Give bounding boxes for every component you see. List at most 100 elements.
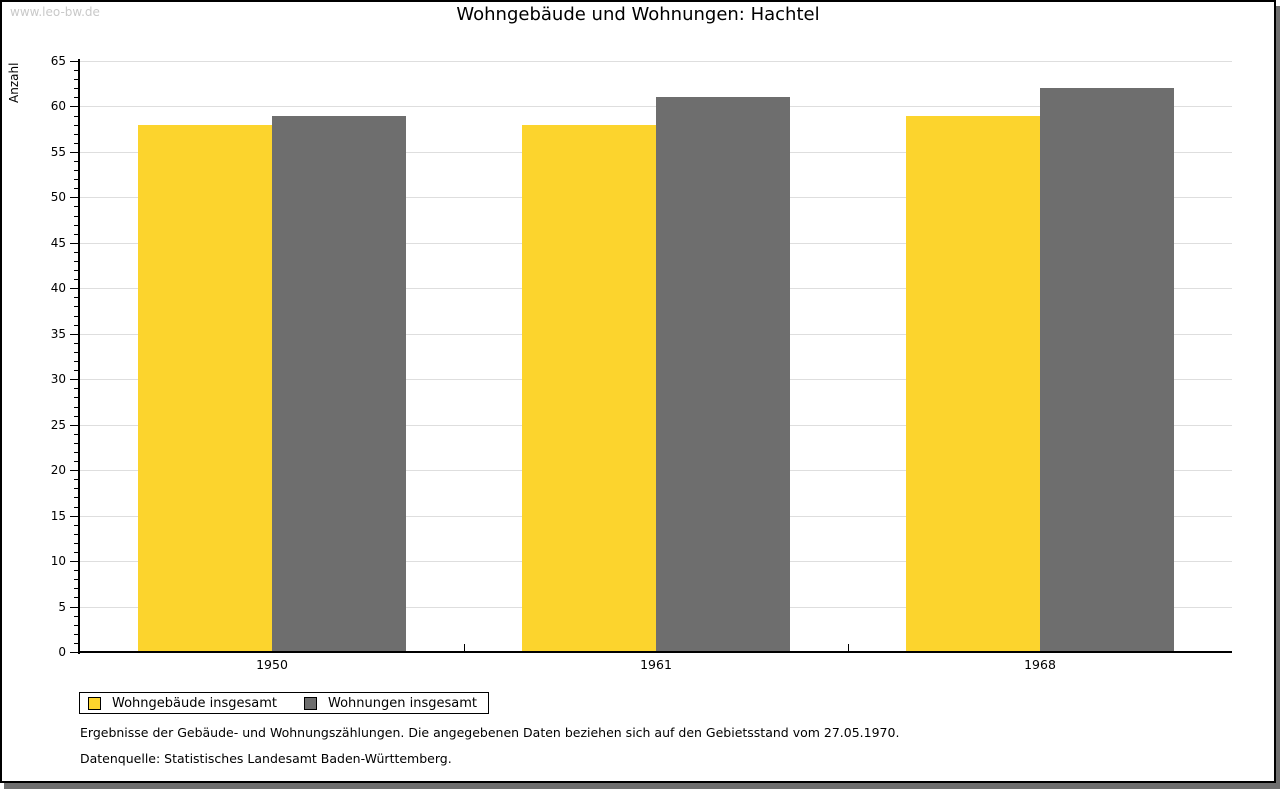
y-major-tick — [70, 516, 79, 517]
y-minor-tick — [74, 388, 79, 389]
y-tick-label: 30 — [50, 372, 66, 386]
y-minor-tick — [74, 416, 79, 417]
y-minor-tick — [74, 270, 79, 271]
legend-swatch-gray — [304, 696, 317, 710]
y-tick-label: 0 — [58, 645, 66, 659]
y-minor-tick — [74, 316, 79, 317]
y-minor-tick — [74, 306, 79, 307]
y-minor-tick — [74, 552, 79, 553]
y-tick-label: 20 — [50, 463, 66, 477]
y-minor-tick — [74, 170, 79, 171]
y-minor-tick — [74, 579, 79, 580]
gridline — [80, 61, 1232, 62]
y-minor-tick — [74, 143, 79, 144]
legend-label: Wohngebäude insgesamt — [112, 695, 277, 711]
y-minor-tick — [74, 443, 79, 444]
bar-wohnungen-1968 — [1040, 88, 1174, 651]
legend-swatch-yellow — [88, 696, 101, 710]
x-tick — [464, 644, 465, 651]
y-minor-tick — [74, 179, 79, 180]
y-major-tick — [70, 334, 79, 335]
y-minor-tick — [74, 234, 79, 235]
bar-wohnungen-1961 — [656, 97, 790, 651]
y-tick-label: 50 — [50, 190, 66, 204]
footnote-source-note: Ergebnisse der Gebäude- und Wohnungszähl… — [80, 725, 900, 740]
y-minor-tick — [74, 543, 79, 544]
y-minor-tick — [74, 134, 79, 135]
y-minor-tick — [74, 206, 79, 207]
x-tick-label: 1950 — [256, 657, 288, 672]
bar-wohngebaeude-1961 — [522, 125, 656, 651]
y-major-tick — [70, 106, 79, 107]
y-major-tick — [70, 197, 79, 198]
y-minor-tick — [74, 534, 79, 535]
y-tick-label: 40 — [50, 281, 66, 295]
y-tick-label: 25 — [50, 418, 66, 432]
x-tick-label: 1961 — [640, 657, 672, 672]
y-minor-tick — [74, 225, 79, 226]
y-minor-tick — [74, 216, 79, 217]
y-major-tick — [70, 379, 79, 380]
x-tick — [848, 644, 849, 651]
y-minor-tick — [74, 588, 79, 589]
y-minor-tick — [74, 97, 79, 98]
y-minor-tick — [74, 252, 79, 253]
y-minor-tick — [74, 88, 79, 89]
y-minor-tick — [74, 497, 79, 498]
y-tick-label: 35 — [50, 327, 66, 341]
x-tick-label: 1968 — [1024, 657, 1056, 672]
y-minor-tick — [74, 116, 79, 117]
y-minor-tick — [74, 507, 79, 508]
watermark: www.leo-bw.de — [10, 5, 100, 19]
y-minor-tick — [74, 616, 79, 617]
x-axis-line — [78, 651, 1232, 653]
y-minor-tick — [74, 261, 79, 262]
y-minor-tick — [74, 79, 79, 80]
y-major-tick — [70, 470, 79, 471]
footnote-data-source: Datenquelle: Statistisches Landesamt Bad… — [80, 751, 452, 766]
y-major-tick — [70, 607, 79, 608]
y-minor-tick — [74, 461, 79, 462]
y-minor-tick — [74, 279, 79, 280]
y-tick-label: 60 — [50, 99, 66, 113]
y-minor-tick — [74, 188, 79, 189]
y-minor-tick — [74, 570, 79, 571]
bar-wohngebaeude-1968 — [906, 116, 1040, 651]
y-minor-tick — [74, 434, 79, 435]
y-minor-tick — [74, 352, 79, 353]
bar-wohngebaeude-1950 — [138, 125, 272, 651]
y-minor-tick — [74, 297, 79, 298]
y-minor-tick — [74, 325, 79, 326]
y-minor-tick — [74, 479, 79, 480]
y-minor-tick — [74, 525, 79, 526]
y-major-tick — [70, 61, 79, 62]
y-tick-label: 55 — [50, 145, 66, 159]
legend-item-wohnungen: Wohnungen insgesamt — [304, 696, 477, 711]
y-major-tick — [70, 561, 79, 562]
y-tick-label: 65 — [50, 54, 66, 68]
y-minor-tick — [74, 643, 79, 644]
page-title: Wohngebäude und Wohnungen: Hachtel — [456, 4, 820, 25]
y-minor-tick — [74, 361, 79, 362]
legend-label: Wohnungen insgesamt — [328, 695, 477, 711]
y-minor-tick — [74, 370, 79, 371]
y-minor-tick — [74, 488, 79, 489]
y-minor-tick — [74, 397, 79, 398]
y-tick-label: 10 — [50, 554, 66, 568]
y-minor-tick — [74, 70, 79, 71]
y-major-tick — [70, 243, 79, 244]
y-minor-tick — [74, 634, 79, 635]
y-minor-tick — [74, 625, 79, 626]
y-major-tick — [70, 152, 79, 153]
bar-wohnungen-1950 — [272, 116, 406, 651]
y-tick-label: 45 — [50, 236, 66, 250]
y-tick-label: 15 — [50, 509, 66, 523]
y-minor-tick — [74, 452, 79, 453]
y-minor-tick — [74, 125, 79, 126]
y-tick-label: 5 — [58, 600, 66, 614]
y-minor-tick — [74, 161, 79, 162]
y-minor-tick — [74, 343, 79, 344]
y-major-tick — [70, 652, 79, 653]
y-major-tick — [70, 425, 79, 426]
